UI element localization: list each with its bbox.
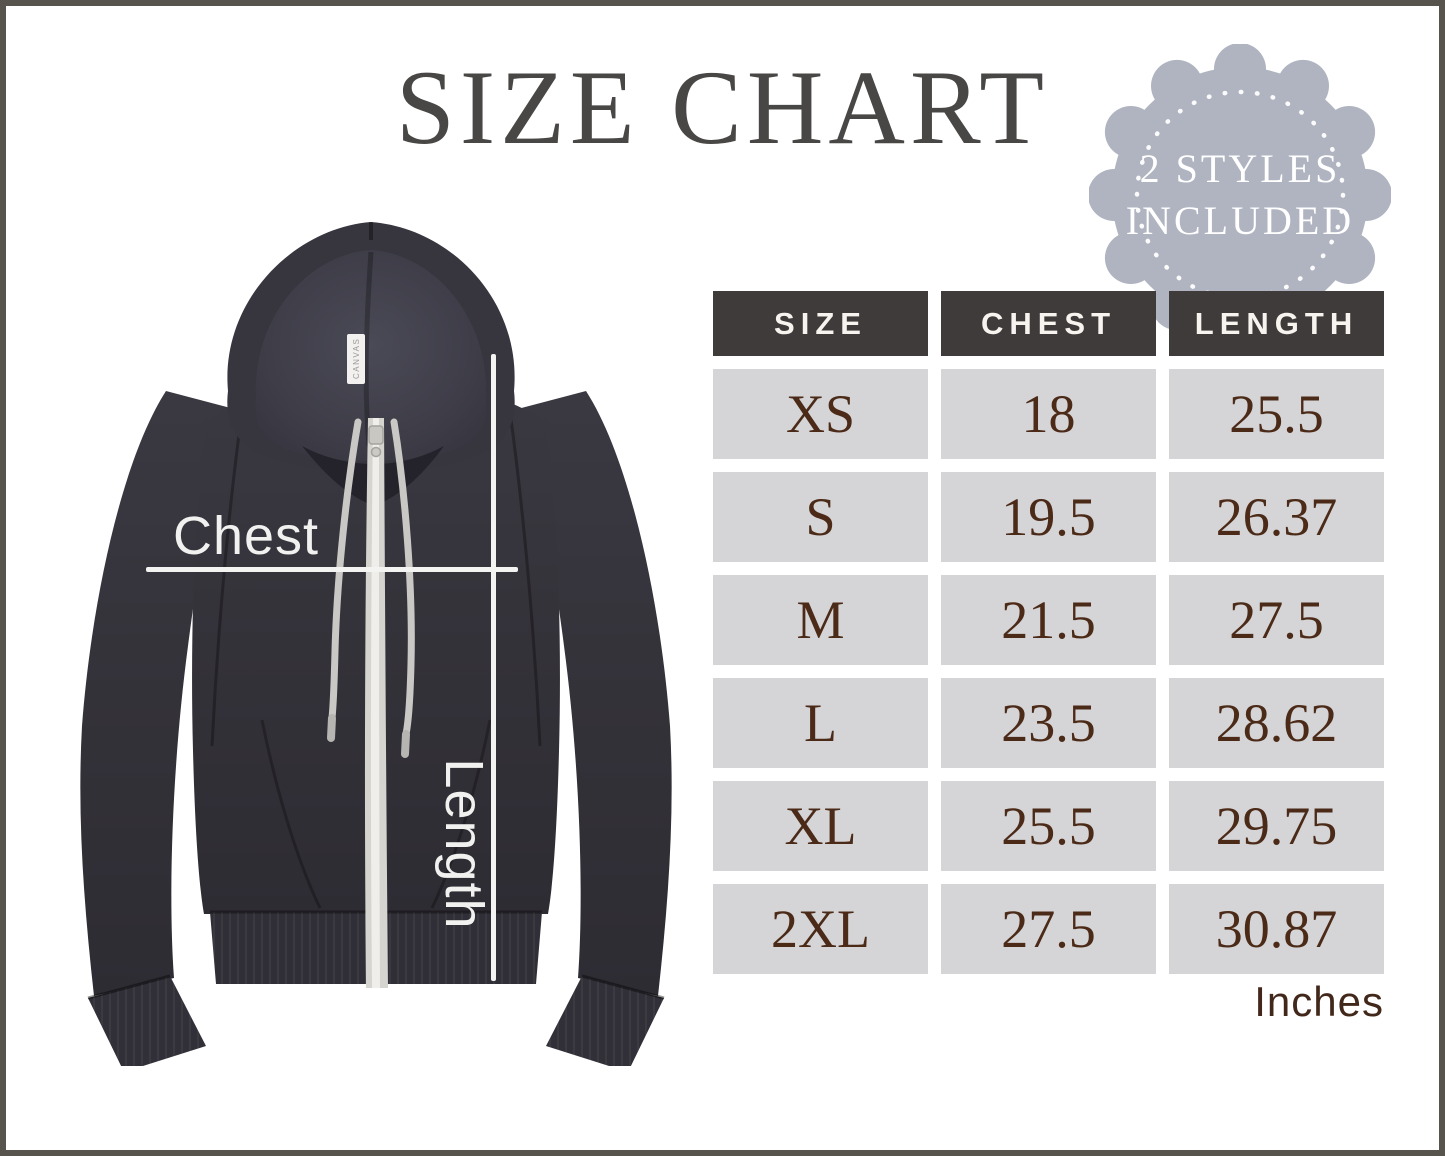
table-cell: 23.5	[941, 678, 1156, 768]
table-cell: 19.5	[941, 472, 1156, 562]
size-table-header-size: SIZE	[713, 291, 928, 356]
table-cell: XS	[713, 369, 928, 459]
table-cell: 26.37	[1169, 472, 1384, 562]
hoodie-zipper	[364, 418, 388, 988]
hoodie-hood: CANVAS	[227, 222, 515, 506]
table-cell: 27.5	[1169, 575, 1384, 665]
table-cell: S	[713, 472, 928, 562]
table-cell: 2XL	[713, 884, 928, 974]
size-table: SIZE CHEST LENGTH XS 18 25.5 S 19.5 26.3…	[713, 291, 1384, 974]
size-table-header-chest: CHEST	[941, 291, 1156, 356]
badge-line-2: INCLUDED	[1125, 198, 1355, 243]
hoodie-drawstrings	[327, 418, 415, 758]
chest-measure-line	[146, 567, 518, 572]
length-label: Length	[434, 758, 494, 930]
table-cell: L	[713, 678, 928, 768]
neck-tag	[347, 334, 365, 384]
table-cell: 29.75	[1169, 781, 1384, 871]
table-cell: 27.5	[941, 884, 1156, 974]
unit-label: Inches	[1254, 978, 1384, 1025]
chest-label: Chest	[173, 506, 320, 566]
length-measure-line	[491, 354, 496, 981]
table-cell: 18	[941, 369, 1156, 459]
table-cell: 21.5	[941, 575, 1156, 665]
table-cell: M	[713, 575, 928, 665]
table-cell: 30.87	[1169, 884, 1384, 974]
table-cell: 25.5	[941, 781, 1156, 871]
size-table-header-length: LENGTH	[1169, 291, 1384, 356]
table-cell: 25.5	[1169, 369, 1384, 459]
badge-line-1: 2 STYLES	[1139, 146, 1341, 191]
table-cell: XL	[713, 781, 928, 871]
table-cell: 28.62	[1169, 678, 1384, 768]
page-title: SIZE CHART	[395, 49, 1050, 166]
hoodie-illustration: CANVAS	[80, 222, 672, 1066]
neck-tag-label: CANVAS	[352, 338, 361, 379]
